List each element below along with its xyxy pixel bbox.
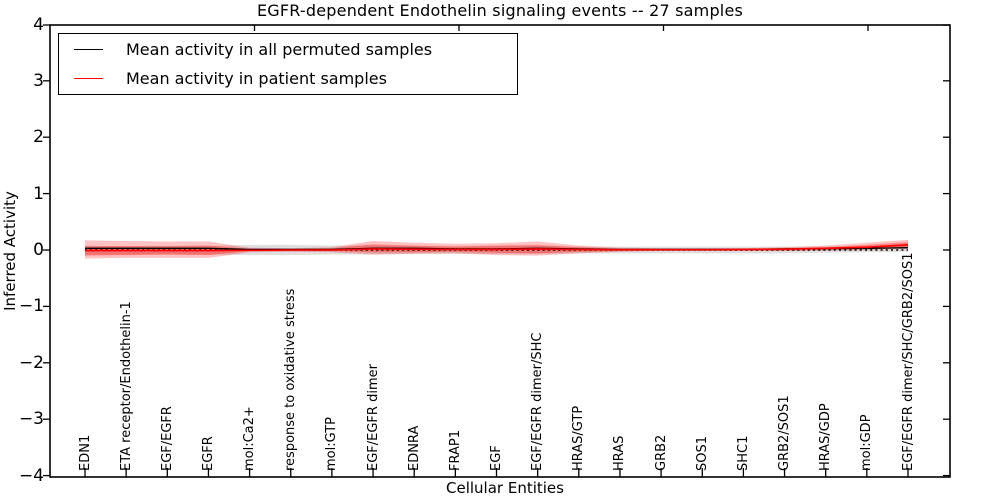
x-tick-label: EGF/EGFR dimer <box>365 364 381 471</box>
x-tick-label: HRAS/GTP <box>571 405 587 471</box>
x-axis-label: Cellular Entities <box>446 479 564 497</box>
y-tick-label: 0 <box>33 240 44 260</box>
y-tick-label: −4 <box>18 465 44 486</box>
legend-rows: Mean activity in all permuted samples Mea… <box>59 35 517 93</box>
x-tick-label: FRAP1 <box>447 430 463 471</box>
x-tick-label: EGF/EGFR dimer/SHC <box>530 332 546 471</box>
x-tick-label: EDNRA <box>406 425 422 471</box>
x-tick-label: SHC1 <box>735 435 751 471</box>
x-tick-label: mol:GTP <box>324 417 340 471</box>
x-tick-label: GRB2 <box>653 434 669 471</box>
x-tick-label: SOS1 <box>694 435 710 471</box>
x-tick-label: response to oxidative stress <box>283 288 299 471</box>
y-tick-label: 2 <box>33 127 44 148</box>
legend-line-swatch <box>74 78 103 79</box>
x-tick-label: EDN1 <box>77 434 93 471</box>
x-tick-label: mol:Ca2+ <box>242 406 258 471</box>
legend-box: Mean activity in all permuted samples Mea… <box>58 33 518 95</box>
x-tick-label: EGFR <box>200 436 216 471</box>
x-tick-label: HRAS <box>612 435 628 471</box>
x-tick-label: EGF/EGFR <box>159 406 175 471</box>
legend-item: Mean activity in all permuted samples <box>59 35 517 64</box>
legend-label: Mean activity in all permuted samples <box>126 40 433 59</box>
y-tick-label: 4 <box>33 15 44 35</box>
x-tick-label: ETA receptor/Endothelin-1 <box>118 301 134 471</box>
legend-label: Mean activity in patient samples <box>126 69 387 88</box>
series-line-patient <box>85 244 909 252</box>
x-tick-label: mol:GDP <box>859 414 875 471</box>
y-tick-label: −1 <box>18 296 44 317</box>
chart-title: EGFR-dependent Endothelin signaling even… <box>256 1 744 20</box>
y-tick-label: 1 <box>33 183 44 204</box>
x-tick-label: EGF/EGFR dimer/SHC/GRB2/SOS1 <box>900 252 916 472</box>
x-tick-label: EGF <box>489 445 504 471</box>
y-tick-label: −3 <box>18 409 44 430</box>
y-tick-label: −2 <box>18 352 44 373</box>
x-tick-label: GRB2/SOS1 <box>777 395 793 471</box>
plot-border <box>49 24 951 478</box>
legend-item: Mean activity in patient samples <box>59 64 517 93</box>
legend-line-swatch <box>74 49 103 50</box>
y-tick-label: 3 <box>33 70 44 91</box>
x-tick-label: HRAS/GDP <box>818 403 834 471</box>
